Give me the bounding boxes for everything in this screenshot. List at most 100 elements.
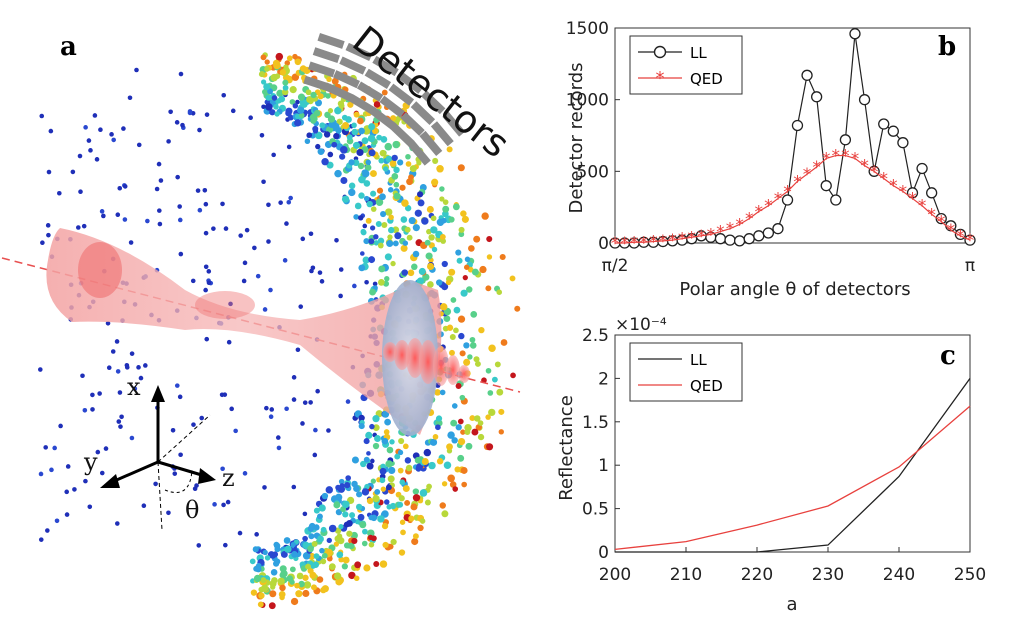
particle-dot	[284, 545, 292, 553]
particle-dot	[351, 122, 357, 129]
particle-dot	[372, 281, 378, 287]
particle-dot	[172, 471, 178, 476]
detector-tile	[379, 95, 405, 118]
particle-dot	[295, 99, 300, 105]
particle-dot	[477, 433, 485, 441]
particle-dot	[90, 392, 95, 398]
particle-dot	[424, 239, 431, 246]
particle-dot	[342, 556, 350, 564]
particle-dot	[445, 279, 452, 286]
particle-dot	[377, 237, 385, 245]
theta-arc	[164, 469, 193, 493]
particle-dot	[357, 117, 364, 125]
particle-dot	[470, 310, 478, 318]
particle-dot	[365, 217, 372, 224]
particle-dot	[295, 347, 301, 353]
particle-dot	[430, 215, 437, 222]
particle-dot	[340, 146, 348, 154]
chart-b-point-qed: *	[678, 230, 687, 250]
particle-dot	[315, 131, 323, 140]
particle-dot	[305, 563, 311, 570]
particle-dot	[392, 240, 399, 247]
particle-dot	[259, 132, 265, 138]
particle-dot	[361, 137, 369, 145]
particle-dot	[393, 181, 400, 188]
particle-dot	[117, 185, 123, 191]
detector-tile	[430, 121, 454, 147]
particle-dot	[313, 553, 320, 559]
particle-dot	[202, 188, 208, 193]
particle-dot	[402, 485, 410, 493]
particle-dot	[345, 475, 352, 481]
particle-dot	[358, 414, 365, 422]
chart-b-point-qed: *	[716, 223, 725, 243]
particle-dot	[88, 148, 93, 153]
legend-ll-label: LL	[690, 44, 707, 62]
particle-dot	[90, 407, 95, 412]
particle-dot	[136, 365, 141, 370]
particle-dot	[336, 118, 343, 125]
particle-dot	[362, 127, 371, 135]
particle-dot	[379, 560, 388, 568]
particle-dot	[351, 128, 359, 136]
particle-dot	[366, 200, 373, 208]
particle-dot	[408, 174, 414, 181]
particle-dot	[86, 138, 92, 143]
particle-dot	[222, 392, 228, 397]
chart-c-line-qed	[614, 405, 971, 551]
chart-b-series-qed: * * * * * * * * * * * * * * * * * * ** * * * * * * * * * * * * * * * * * *	[611, 147, 975, 254]
particle-dot	[414, 456, 422, 464]
particle-dot	[269, 109, 276, 116]
particle-dot	[473, 415, 481, 422]
particle-dot	[453, 306, 461, 314]
particle-dot	[195, 188, 201, 193]
particle-dot	[404, 226, 411, 233]
particle-dot	[358, 175, 366, 184]
detector-tile	[388, 83, 415, 106]
particle-dot	[92, 113, 98, 118]
particle-dot	[460, 466, 468, 474]
particle-dot	[446, 443, 453, 451]
particle-dot	[299, 112, 305, 119]
particle-dot	[249, 558, 256, 565]
particle-dot	[388, 466, 396, 475]
particle-dot	[404, 205, 412, 212]
particle-dot	[384, 418, 391, 426]
particle-dot	[220, 201, 225, 207]
particle-dot	[321, 158, 329, 166]
particle-dot	[122, 184, 128, 189]
particle-dot	[276, 89, 284, 97]
particle-dot	[485, 285, 492, 292]
particle-dot	[369, 423, 375, 430]
chart-c-y-tick-label: 0	[598, 543, 609, 563]
particle-dot	[368, 238, 375, 245]
particle-dot	[289, 99, 296, 105]
chart-c-x-tick-label: 240	[883, 565, 915, 585]
chart-b-point-qed: *	[668, 231, 677, 251]
chart-b-y-tick-label: 1000	[566, 91, 609, 111]
chart-b-point-ll	[897, 137, 909, 149]
particle-dot	[326, 76, 332, 83]
particle-dot	[375, 198, 384, 206]
chart-b-point-ll	[935, 212, 947, 225]
particle-dot	[238, 233, 243, 238]
particle-dot	[197, 127, 202, 133]
particle-dot	[435, 415, 443, 422]
particle-dot	[352, 141, 361, 149]
particle-dot	[458, 226, 465, 233]
particle-dot	[294, 582, 300, 589]
particle-dot	[461, 215, 469, 223]
particle-dot	[353, 214, 359, 220]
particle-dot	[177, 204, 182, 209]
particle-dot	[303, 581, 312, 589]
particle-dot	[405, 161, 412, 167]
particle-dot	[381, 437, 389, 445]
particle-dot	[64, 489, 70, 495]
particle-dot	[405, 464, 413, 472]
particle-dot	[377, 242, 384, 249]
particle-dot	[331, 141, 338, 148]
particle-dot	[321, 552, 328, 559]
particle-dot	[389, 439, 395, 445]
chart-b-point-qed: *	[611, 234, 620, 254]
chart-b-legend: LL * QED	[629, 35, 743, 95]
